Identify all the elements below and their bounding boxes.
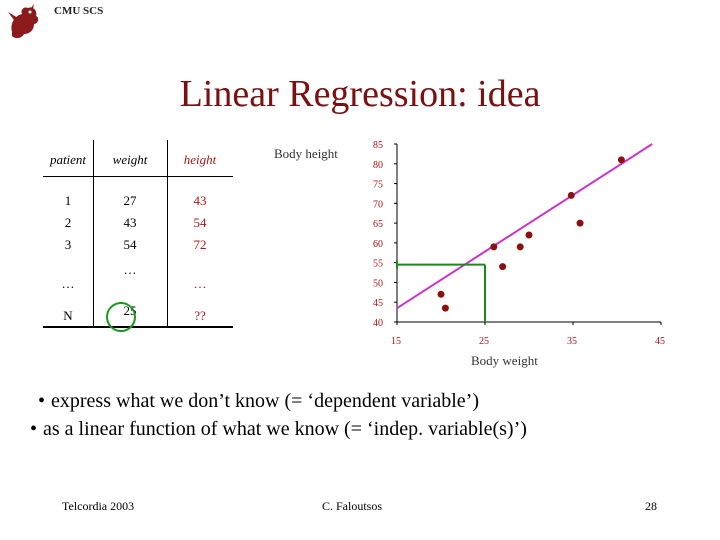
y-tick-label: 85 bbox=[373, 140, 383, 151]
y-tick-label: 80 bbox=[373, 160, 383, 171]
page-title: Linear Regression: idea bbox=[179, 73, 541, 115]
table-header-patient: patient bbox=[49, 152, 87, 167]
x-axis-label: Body weight bbox=[471, 353, 538, 368]
y-tick-label: 65 bbox=[373, 219, 383, 230]
bullet-item: • express what we don’t know (= ‘dependen… bbox=[38, 390, 479, 413]
table-cell: … bbox=[61, 276, 75, 291]
logo-text: CMU SCS bbox=[54, 5, 104, 17]
table-header-weight: weight bbox=[112, 152, 148, 167]
x-tick-label: 45 bbox=[655, 336, 665, 347]
y-tick-label: 45 bbox=[373, 298, 383, 309]
x-tick-label: 15 bbox=[391, 336, 401, 347]
x-tick-label: 25 bbox=[479, 336, 489, 347]
table-col-divider bbox=[93, 140, 94, 326]
table-cell: 27 bbox=[123, 193, 137, 208]
footer-left: Telcordia 2003 bbox=[62, 499, 135, 513]
table-cell: … bbox=[193, 276, 207, 291]
table-cell: 54 bbox=[193, 215, 207, 230]
y-tick-label: 40 bbox=[373, 318, 383, 329]
data-point bbox=[525, 231, 533, 239]
y-axis-label: Body height bbox=[274, 146, 338, 161]
y-tick-label: 60 bbox=[373, 239, 383, 250]
data-point bbox=[441, 304, 449, 312]
table-cell: ?? bbox=[194, 308, 206, 323]
bullet-text: as a linear function of what we know (= … bbox=[43, 418, 527, 440]
bullet-icon: • bbox=[30, 418, 38, 440]
patient-table: patient weight height 1 27 43 2 43 54 3 … bbox=[43, 140, 233, 328]
page-number: 28 bbox=[645, 499, 657, 513]
regression-chart: 40 45 50 55 60 65 70 75 80 85 15 25 35 45 bbox=[373, 140, 665, 347]
data-point bbox=[567, 191, 575, 199]
table-cell: … bbox=[123, 262, 137, 277]
bullet-item: • as a linear function of what we know (=… bbox=[30, 418, 527, 441]
footer-author: C. Faloutsos bbox=[322, 499, 383, 513]
y-tick-label: 50 bbox=[373, 278, 383, 289]
table-cell: 1 bbox=[64, 193, 72, 208]
data-point bbox=[617, 156, 625, 164]
highlight-circle bbox=[106, 302, 136, 332]
table-cell: 72 bbox=[193, 237, 207, 252]
table-bottom-rule bbox=[43, 326, 233, 328]
x-tick-label: 35 bbox=[567, 336, 577, 347]
data-point bbox=[516, 243, 524, 251]
table-cell: 3 bbox=[64, 237, 72, 252]
bullet-icon: • bbox=[38, 390, 46, 412]
y-tick-label: 70 bbox=[373, 199, 383, 210]
table-header-height: height bbox=[183, 152, 217, 167]
table-header-rule bbox=[43, 176, 233, 177]
data-point bbox=[437, 290, 445, 298]
griffin-logo-icon bbox=[8, 4, 39, 39]
table-cell: 54 bbox=[123, 237, 137, 252]
data-point bbox=[499, 263, 507, 271]
table-cell: N bbox=[63, 308, 73, 323]
table-cell: 43 bbox=[123, 215, 137, 230]
data-point bbox=[490, 243, 498, 251]
table-col-divider bbox=[167, 140, 168, 326]
table-cell: 43 bbox=[193, 193, 207, 208]
y-tick-label: 55 bbox=[373, 259, 383, 270]
regression-line bbox=[396, 143, 653, 309]
bullet-text: express what we don’t know (= ‘dependent… bbox=[51, 390, 480, 412]
table-cell: 2 bbox=[64, 215, 72, 230]
y-tick-label: 75 bbox=[373, 180, 383, 191]
data-point bbox=[576, 219, 584, 227]
